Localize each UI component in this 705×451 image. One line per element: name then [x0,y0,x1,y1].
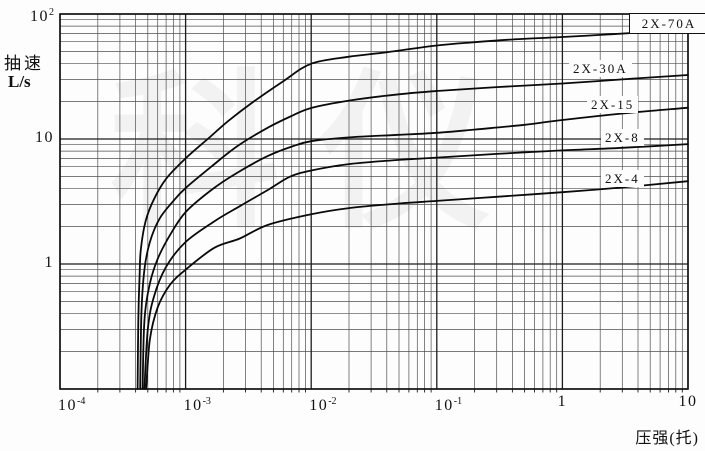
series-label-2X-70A: 2X-70A [629,13,705,34]
x-axis-tick-0: 10-4 [58,396,86,414]
series-label-2X-30A: 2X-30A [569,60,632,77]
series-label-2X-8: 2X-8 [601,129,644,146]
curve-2X-15 [141,106,689,390]
x-axis-tick-5: 10 [678,393,698,410]
curve-2X-4 [145,180,689,390]
x-axis-title: 压强(托) [635,430,699,447]
x-axis-tick-2: 10-2 [309,396,337,414]
y-axis-tick-0: 102 [30,7,54,25]
plot-frame [59,13,689,390]
y-axis-title-line2: L/s [8,72,31,91]
curve-2X-30A [139,74,689,390]
x-axis-tick-4: 1 [557,393,568,410]
y-axis-title-line1: 抽速 [4,54,44,73]
curve-2X-8 [143,143,689,390]
x-axis-minor-ticks [97,389,683,393]
y-axis-tick-2: 1 [44,254,54,271]
y-axis-tick-1: 10 [35,129,54,146]
x-axis-tick-1: 10-3 [183,396,211,414]
curve-2X-70A [136,28,689,390]
series-label-2X-4: 2X-4 [601,170,644,187]
x-axis-tick-3: 10-1 [434,396,463,414]
series-label-2X-15: 2X-15 [587,96,639,113]
